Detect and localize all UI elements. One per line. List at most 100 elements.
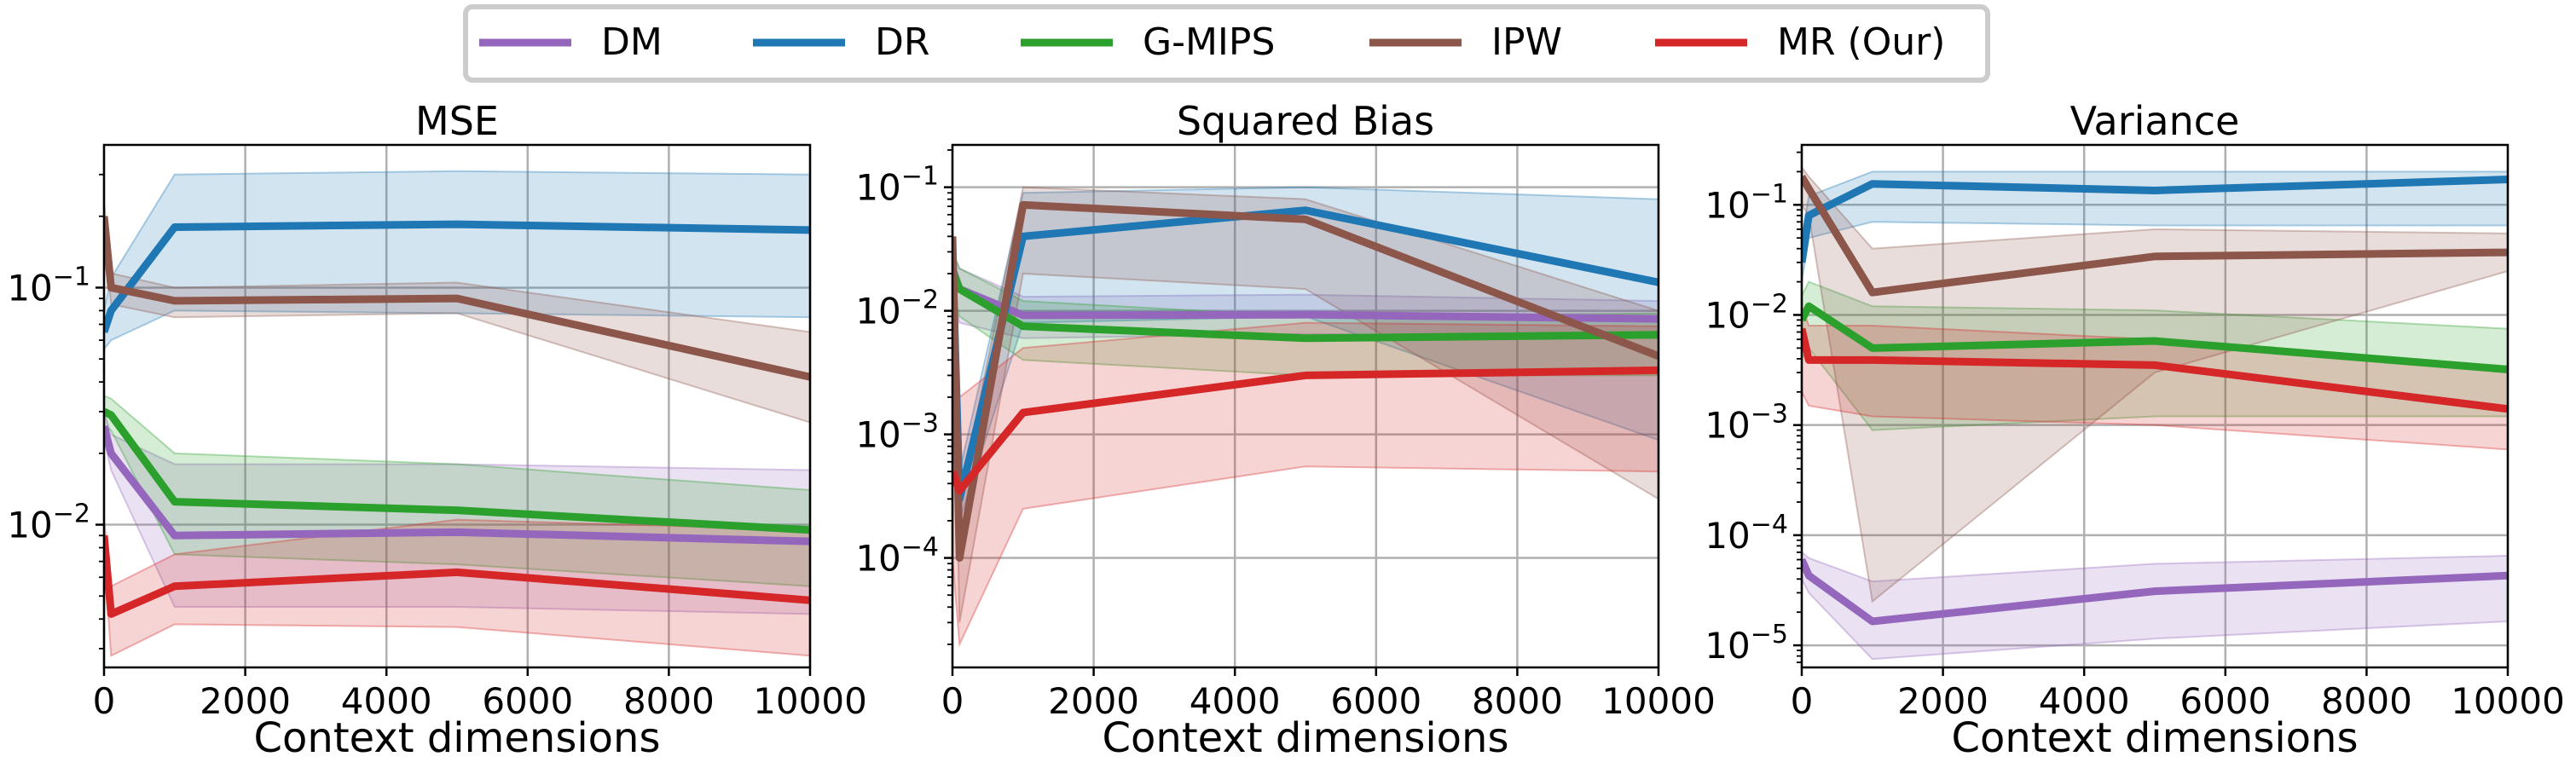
panel-mse-lines <box>104 216 810 618</box>
y-tick-base: 10 <box>1705 515 1750 557</box>
band-upper-g-mips <box>104 395 810 491</box>
panel-mse-x-axis: 0 2000 4000 6000 8000 10000 <box>93 667 867 722</box>
band-dm <box>1802 551 2508 660</box>
band-lower-dm <box>1802 578 2508 661</box>
panel-mse-title: MSE <box>415 98 499 144</box>
x-tick-label: 0 <box>941 680 964 722</box>
panel-mse-y-axis: 10−210−1 <box>7 262 104 546</box>
band-mr-our <box>104 519 810 656</box>
band-upper-g-mips <box>1802 280 2508 330</box>
band-lower-mr-our <box>104 554 810 657</box>
x-tick-label: 8000 <box>2321 680 2412 722</box>
legend-entry-mr-our: MR (Our) <box>1655 20 1945 64</box>
panel-squared-bias-title: Squared Bias <box>1177 98 1434 144</box>
panel-variance-title: Variance <box>2070 98 2240 144</box>
panel-variance-x-axis: 0 2000 4000 6000 8000 10000 <box>1791 667 2565 722</box>
panel-squared-bias-bands <box>952 186 1658 648</box>
band-lower-mr-our <box>1802 391 2508 451</box>
y-tick-base: 10 <box>7 267 52 309</box>
line-g-mips <box>104 407 810 534</box>
x-tick-label: 2000 <box>200 680 291 722</box>
x-tick-label: 10000 <box>753 680 867 722</box>
y-tick-exponent: −3 <box>901 409 939 439</box>
y-tick-exponent: −1 <box>1751 179 1788 209</box>
panel-mse: 0 2000 4000 6000 8000 1000010−210−1MSEContext… <box>7 98 866 762</box>
x-tick-label: 8000 <box>623 680 715 722</box>
band-lower-dm <box>104 438 810 615</box>
panel-variance-x-axis-label: Context dimensions <box>1952 714 2359 762</box>
panel-variance-minor-ticks <box>1797 151 1802 663</box>
y-tick-exponent: −2 <box>901 286 939 315</box>
x-tick-label: 6000 <box>1330 680 1421 722</box>
x-tick-label: 10000 <box>2451 680 2565 722</box>
legend-entry-g-mips: G-MIPS <box>1021 20 1275 64</box>
legend-entry-ipw: IPW <box>1369 20 1562 64</box>
x-tick-label: 6000 <box>2179 680 2271 722</box>
band-upper-dm <box>104 411 810 471</box>
y-tick-base: 10 <box>1705 625 1750 667</box>
band-upper-dm <box>952 251 1658 303</box>
y-tick-base: 10 <box>1705 184 1750 226</box>
band-lower-dr <box>104 309 810 350</box>
band-upper-dm <box>1802 551 2508 583</box>
line-dm <box>104 425 810 546</box>
y-tick-exponent: −4 <box>901 533 939 563</box>
band-mr-our <box>952 322 1658 644</box>
legend-entry-dm-label: DM <box>601 20 663 64</box>
y-tick-label: 10−2 <box>7 499 90 546</box>
band-ipw <box>952 187 1658 623</box>
x-tick-label: 10000 <box>1601 680 1716 722</box>
line-dm <box>1802 557 2508 626</box>
line-g-mips <box>1802 302 2508 373</box>
y-tick-base: 10 <box>855 291 900 332</box>
band-lower-ipw <box>1802 204 2508 603</box>
y-tick-exponent: −1 <box>53 262 90 292</box>
x-tick-label: 6000 <box>482 680 573 722</box>
y-tick-label: 10−2 <box>1705 289 1788 336</box>
y-tick-base: 10 <box>1705 294 1750 336</box>
legend-entry-dm: DM <box>479 20 663 64</box>
panel-squared-bias-x-axis-label: Context dimensions <box>1103 714 1509 762</box>
legend-entry-ipw-label: IPW <box>1491 20 1562 64</box>
x-tick-label: 2000 <box>1048 680 1139 722</box>
legend-box <box>463 4 1990 83</box>
y-tick-base: 10 <box>7 505 52 546</box>
y-tick-exponent: −2 <box>53 499 90 529</box>
y-tick-label: 10−1 <box>855 162 939 209</box>
panel-squared-bias-minor-ticks <box>947 149 952 645</box>
y-tick-base: 10 <box>855 167 900 209</box>
legend-entry-dr: DR <box>753 20 929 64</box>
panel-variance-bands <box>1802 166 2508 661</box>
y-tick-label: 10−3 <box>855 409 939 456</box>
y-tick-exponent: −3 <box>1751 400 1788 430</box>
band-lower-mr-our <box>952 465 1658 648</box>
x-tick-label: 4000 <box>2039 680 2130 722</box>
y-tick-label: 10−3 <box>1705 400 1788 447</box>
panel-squared-bias: 0 2000 4000 6000 8000 1000010−410−310−210−1Sq… <box>855 98 1715 762</box>
x-tick-label: 8000 <box>1472 680 1563 722</box>
y-tick-label: 10−2 <box>855 286 939 332</box>
line-dr <box>104 220 810 333</box>
panel-mse-frame <box>102 143 812 669</box>
panel-variance: 0 2000 4000 6000 8000 1000010−510−410−310−210… <box>1705 98 2564 762</box>
panel-variance-frame <box>1800 143 2509 669</box>
panel-variance-lines <box>1802 175 2508 626</box>
panel-mse-x-axis-label: Context dimensions <box>254 714 661 762</box>
line-mr-our <box>1802 327 2508 413</box>
panel-squared-bias-x-axis: 0 2000 4000 6000 8000 10000 <box>941 667 1716 722</box>
legend: DM DR G-MIPS IPW MR (Our) <box>463 4 1990 83</box>
band-upper-dr <box>1802 170 2508 239</box>
legend-entry-dr-label: DR <box>875 20 929 64</box>
y-tick-base: 10 <box>855 538 900 580</box>
x-tick-label: 4000 <box>1190 680 1281 722</box>
y-tick-label: 10−4 <box>1705 510 1788 557</box>
band-dr <box>952 187 1658 521</box>
band-g-mips <box>952 251 1658 376</box>
line-dr <box>1802 176 2508 263</box>
line-ipw <box>1802 175 2508 297</box>
band-g-mips <box>1802 281 2508 430</box>
y-tick-base: 10 <box>855 414 900 456</box>
x-tick-label: 4000 <box>341 680 432 722</box>
y-tick-exponent: −4 <box>1751 510 1788 540</box>
band-dr <box>1802 171 2508 282</box>
